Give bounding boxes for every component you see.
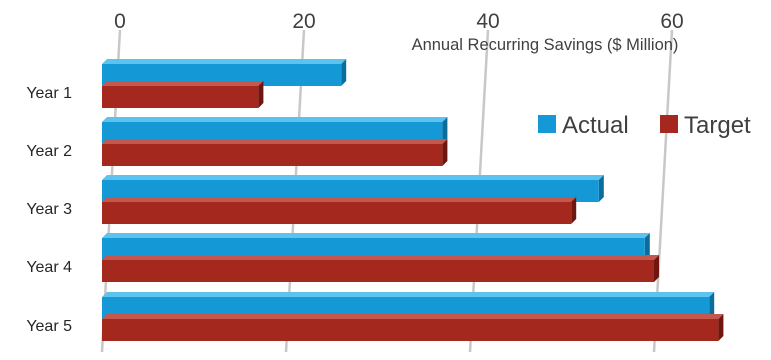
x-tick-label: 60 xyxy=(660,10,683,33)
bar-side-face xyxy=(644,233,650,260)
category-label: Year 3 xyxy=(26,201,72,218)
bar-side-face xyxy=(442,139,448,166)
bar-top-face xyxy=(102,175,604,180)
bar-top-face xyxy=(102,117,448,122)
bar-target xyxy=(102,260,654,282)
legend-swatch xyxy=(538,115,556,133)
category-label: Year 5 xyxy=(26,318,72,335)
bar-side-face xyxy=(654,255,659,282)
bar-target xyxy=(102,86,259,108)
bar-side-face xyxy=(258,81,264,108)
legend-swatch xyxy=(660,115,678,133)
bar-side-face xyxy=(598,175,604,202)
bar-target xyxy=(102,144,443,166)
bar-side-face xyxy=(571,197,577,224)
bar-top-face xyxy=(102,59,347,64)
legend: Actual Target xyxy=(538,112,751,139)
legend-label: Target xyxy=(684,112,751,139)
x-tick-label: 40 xyxy=(476,10,499,33)
bar-actual xyxy=(102,238,645,260)
bar-side-face xyxy=(442,117,448,144)
category-label: Year 1 xyxy=(26,85,72,102)
bar-actual xyxy=(102,297,710,319)
bar-top-face xyxy=(102,255,659,260)
bar-top-face xyxy=(102,81,264,86)
category-label: Year 2 xyxy=(26,143,72,160)
bar-top-face xyxy=(102,197,577,202)
bar-side-face xyxy=(718,314,724,341)
bar-side-face xyxy=(341,59,347,86)
bar-target xyxy=(102,319,719,341)
legend-label: Actual xyxy=(562,112,629,139)
bar-top-face xyxy=(102,314,724,319)
x-axis-ticks: 0 20 40 60 xyxy=(114,10,684,33)
x-tick-label: 0 xyxy=(114,10,126,33)
bar-top-face xyxy=(102,233,650,238)
x-axis-title: Annual Recurring Savings ($ Million) xyxy=(412,36,679,54)
bar-top-face xyxy=(102,139,448,144)
bar-actual xyxy=(102,180,599,202)
bar-target xyxy=(102,202,572,224)
category-labels: Year 1 Year 2 Year 3 Year 4 Year 5 xyxy=(26,85,72,335)
bar-top-face xyxy=(102,292,715,297)
bar-actual xyxy=(102,122,443,144)
x-tick-label: 20 xyxy=(292,10,315,33)
bar-actual xyxy=(102,64,342,86)
bars xyxy=(102,59,724,341)
bar-side-face xyxy=(709,292,715,319)
category-label: Year 4 xyxy=(26,259,72,276)
